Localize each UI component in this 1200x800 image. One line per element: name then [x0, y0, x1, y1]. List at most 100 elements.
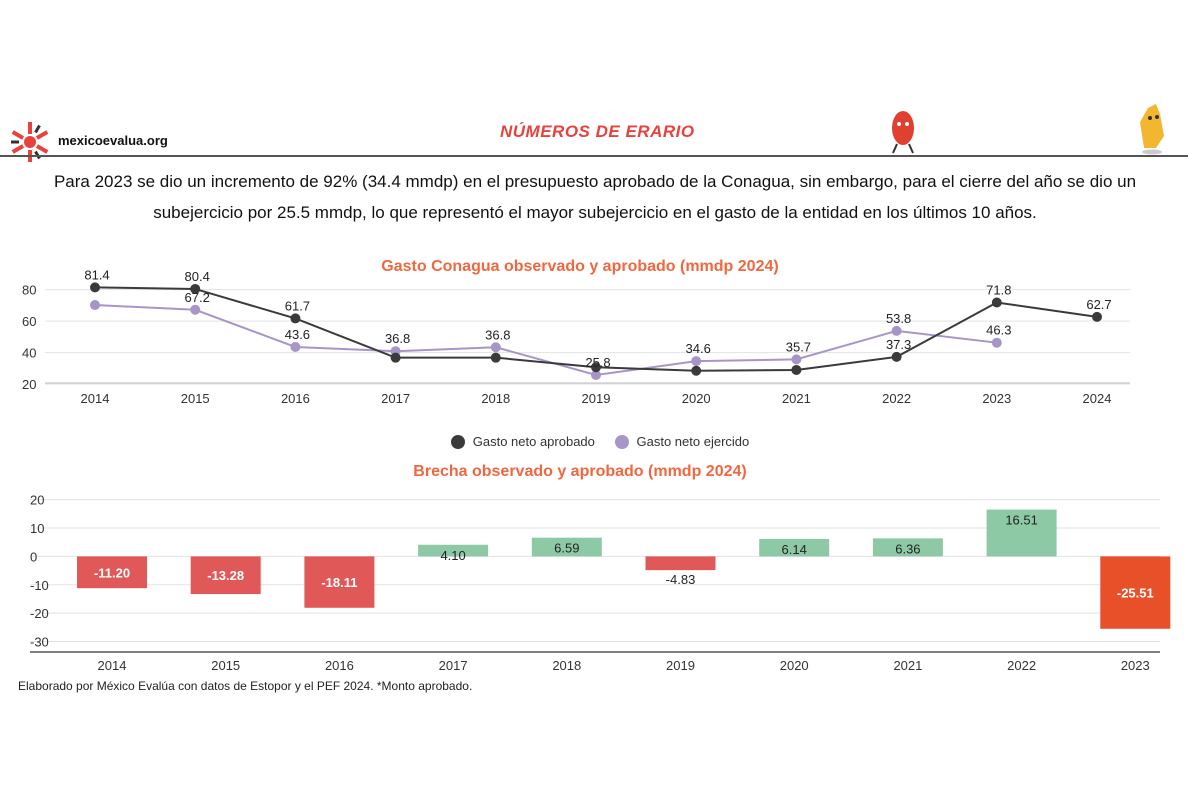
bar	[1100, 556, 1171, 629]
line-x-tick-label: 2014	[81, 391, 110, 406]
bar-chart-title: Brecha observado y aprobado (mmdp 2024)	[413, 463, 747, 480]
line-data-label: 81.4	[84, 267, 109, 282]
legend: Gasto neto aprobado Gasto neto ejercido	[0, 434, 1200, 452]
line-x-tick-label: 2021	[782, 391, 811, 406]
mascot-corn-icon	[1140, 104, 1164, 155]
line-point-aprobado	[190, 283, 201, 294]
line-point-aprobado	[591, 362, 601, 373]
bar	[645, 556, 716, 571]
headline: Para 2023 se dio un incremento de 92% (3…	[53, 172, 1137, 222]
bar-x-tick-label: 2014	[98, 658, 127, 673]
bar	[531, 537, 602, 557]
line-point-ejercido	[891, 325, 902, 336]
line-chart-title: Gasto Conagua observado y aprobado (mmdp…	[381, 258, 779, 275]
line-chart: 20 40 60 80 2014 2015 2016 2017 2018 2019 2020 2021…	[22, 267, 1130, 406]
line-data-label: 67.2	[185, 290, 210, 305]
bar-x-tick-label: 2016	[325, 658, 354, 673]
bar-x-tick-label: 2019	[666, 658, 695, 673]
legend-dot-ejercido-icon	[614, 434, 629, 449]
bar-data-label: 6.36	[895, 541, 920, 556]
line-data-label: 62.7	[1086, 297, 1111, 312]
header-divider	[0, 155, 1188, 157]
line-point-aprobado	[290, 313, 301, 324]
bar-data-label: 6.14	[782, 542, 807, 557]
bar-x-tick-label: 2022	[1007, 658, 1036, 673]
line-point-ejercido	[991, 337, 1002, 348]
line-point-ejercido	[791, 354, 802, 365]
line-y-tick-label: 20	[22, 377, 36, 392]
line-point-aprobado	[691, 365, 702, 376]
line-point-aprobado	[90, 282, 100, 293]
line-x-tick-label: 2017	[381, 391, 410, 406]
bar-x-tick-label: 2015	[211, 658, 240, 673]
legend-item-aprobado: Gasto neto aprobado	[450, 434, 595, 449]
line-x-tick-label: 2024	[1083, 391, 1112, 406]
line-x-tick-label: 2020	[682, 391, 711, 406]
brand-logo: NÚMEROS DE ERARIO	[500, 122, 695, 141]
site-name: mexicoevalua.org	[58, 133, 168, 148]
bar-y-tick-label: -20	[30, 606, 49, 621]
line-data-label: 43.6	[285, 327, 310, 342]
bar-data-label: -18.11	[321, 575, 357, 590]
legend-label-aprobado: Gasto neto aprobado	[472, 434, 595, 449]
bar	[77, 556, 147, 589]
bar-data-label: -13.28	[207, 568, 244, 583]
bar-x-tick-label: 2020	[780, 658, 809, 673]
line-series-ejercido	[94, 304, 997, 377]
line-point-ejercido	[90, 300, 100, 311]
bar-y-tick-label: 20	[30, 493, 44, 508]
line-point-aprobado	[791, 364, 802, 375]
line-data-label: 80.4	[185, 269, 210, 284]
line-data-label: 71.8	[986, 283, 1011, 298]
line-x-tick-label: 2018	[481, 391, 510, 406]
bar-data-label: -4.83	[666, 572, 696, 587]
bar-x-tick-label: 2017	[439, 658, 468, 673]
bar	[986, 509, 1057, 557]
line-point-ejercido	[190, 304, 201, 315]
line-data-label: 36.8	[485, 327, 510, 342]
line-point-aprobado	[390, 352, 401, 363]
bar-x-tick-label: 2018	[552, 658, 581, 673]
bar-x-tick-label: 2023	[1121, 658, 1150, 673]
line-data-label: 46.3	[986, 323, 1011, 338]
line-point-ejercido	[691, 356, 702, 367]
line-x-tick-label: 2019	[582, 391, 611, 406]
bar-chart: 20 10 0 -10 -20 -30 -11.20 2014 -13.28 2015 -18.11…	[30, 493, 1171, 673]
bar	[418, 544, 489, 557]
line-data-label: 25.8	[585, 355, 610, 370]
line-data-label: 34.6	[686, 341, 711, 356]
line-y-tick-label: 80	[22, 283, 36, 298]
line-data-label: 53.8	[886, 311, 911, 326]
line-data-label: 35.7	[786, 339, 811, 354]
bar-y-tick-label: -10	[30, 578, 49, 593]
bar	[190, 556, 261, 595]
line-point-aprobado	[991, 297, 1002, 308]
line-data-label: 36.8	[385, 331, 410, 346]
bar-data-label: -25.51	[1117, 586, 1154, 601]
legend-item-ejercido: Gasto neto ejercido	[614, 434, 750, 449]
bar-y-tick-label: -30	[30, 634, 49, 649]
line-x-tick-label: 2023	[982, 391, 1011, 406]
line-y-tick-label: 40	[22, 346, 36, 361]
bar-data-label: 16.51	[1005, 513, 1038, 528]
line-data-label: 37.3	[886, 337, 911, 352]
line-y-tick-label: 60	[22, 314, 36, 329]
bar	[759, 538, 830, 557]
legend-dot-aprobado-icon	[450, 434, 465, 449]
bar	[872, 538, 943, 557]
line-point-aprobado	[490, 352, 501, 363]
line-x-tick-label: 2016	[281, 391, 310, 406]
mascot-bean-icon	[892, 111, 914, 154]
line-point-ejercido	[591, 369, 601, 380]
line-point-ejercido	[290, 341, 301, 352]
footer-note: Elaborado por México Evalúa con datos de…	[18, 679, 473, 693]
bar-x-tick-label: 2021	[893, 658, 922, 673]
bar	[304, 556, 375, 608]
line-x-tick-label: 2015	[181, 391, 210, 406]
bar-data-label: -11.20	[94, 565, 130, 580]
bar-data-label: 4.10	[440, 548, 465, 563]
line-point-ejercido	[490, 342, 501, 353]
line-x-tick-label: 2022	[882, 391, 911, 406]
bar-y-tick-label: 10	[30, 521, 44, 536]
legend-label-ejercido: Gasto neto ejercido	[636, 434, 750, 449]
